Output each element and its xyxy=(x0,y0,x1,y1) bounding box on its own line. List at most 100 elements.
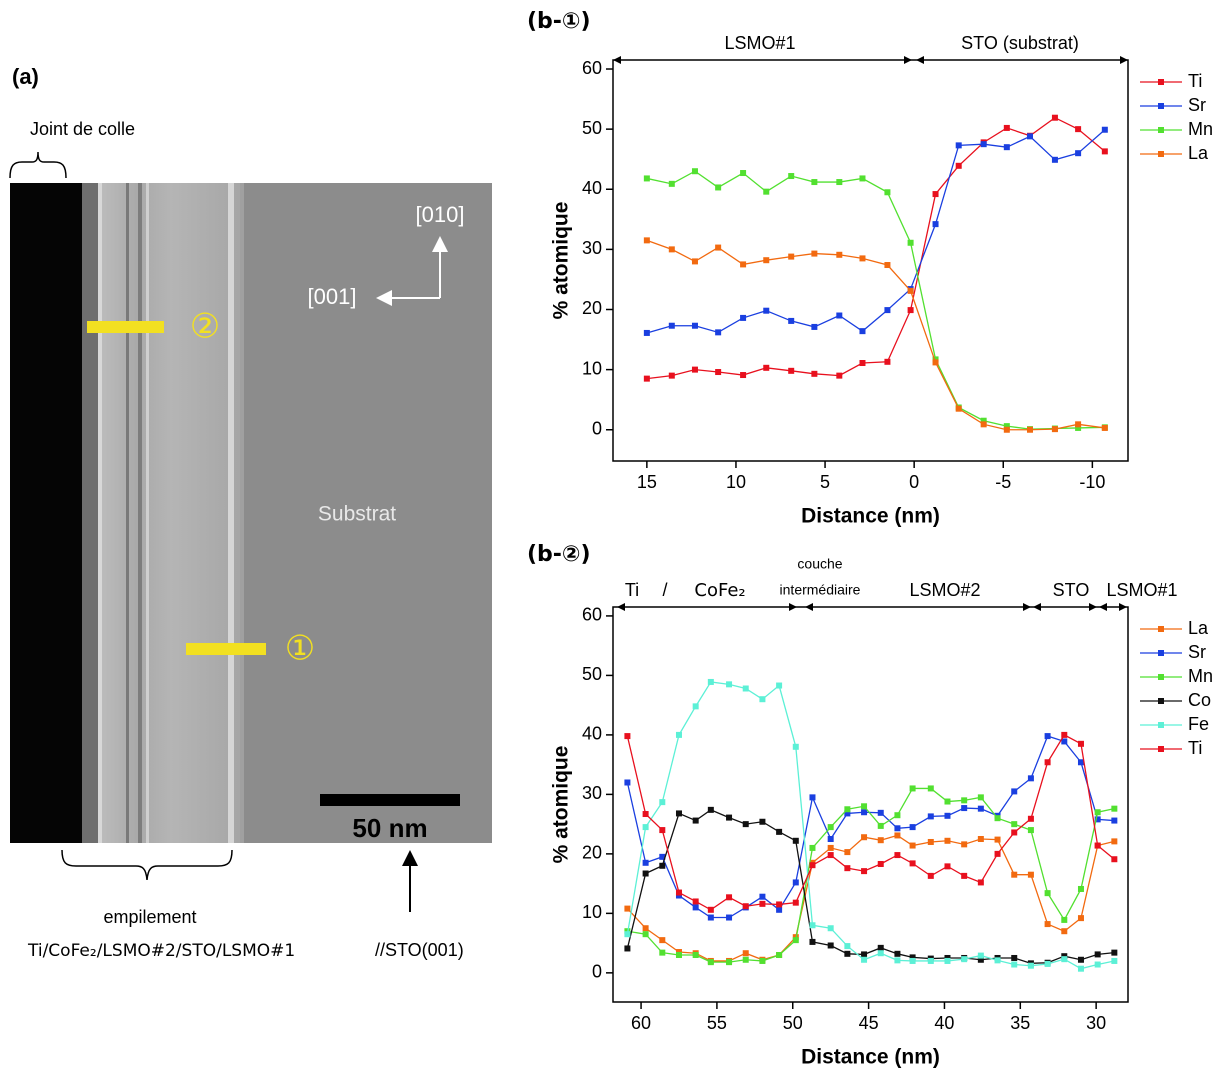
data-point xyxy=(707,906,714,913)
data-point xyxy=(742,956,749,963)
data-point xyxy=(1077,740,1084,747)
data-point xyxy=(1003,144,1010,151)
data-point xyxy=(707,959,714,966)
data-point xyxy=(844,865,851,872)
legend-marker xyxy=(1158,79,1164,85)
x-tick-label: 10 xyxy=(726,472,746,492)
data-point xyxy=(1094,951,1101,958)
data-point xyxy=(742,950,749,957)
annotation: couche xyxy=(797,556,842,572)
annotation: / xyxy=(662,580,667,600)
data-point xyxy=(809,862,816,869)
data-point xyxy=(861,834,868,841)
data-point xyxy=(1075,421,1082,428)
data-point xyxy=(827,824,834,831)
data-point xyxy=(1011,961,1018,968)
legend-label: Co xyxy=(1188,690,1211,710)
data-point xyxy=(877,809,884,816)
data-point xyxy=(1003,426,1010,433)
data-point xyxy=(659,937,666,944)
data-point xyxy=(788,253,795,260)
label: [010] xyxy=(416,202,465,227)
x-tick-label: 35 xyxy=(1010,1013,1030,1033)
data-point xyxy=(642,870,649,877)
y-tick-label: 30 xyxy=(582,238,602,258)
data-point xyxy=(740,314,747,321)
data-point xyxy=(811,250,818,257)
data-point xyxy=(759,696,766,703)
data-point xyxy=(859,255,866,262)
data-point xyxy=(980,417,987,424)
data-point xyxy=(909,785,916,792)
data-point xyxy=(932,359,939,366)
x-tick-label: -10 xyxy=(1079,472,1105,492)
legend-marker xyxy=(1158,103,1164,109)
data-point xyxy=(944,798,951,805)
data-point xyxy=(944,863,951,870)
data-point xyxy=(884,307,891,314)
data-point xyxy=(932,191,939,198)
legend-marker xyxy=(1158,698,1164,704)
x-tick-label: 5 xyxy=(820,472,830,492)
data-point xyxy=(763,307,770,314)
brace xyxy=(61,849,233,881)
data-point xyxy=(707,678,714,685)
data-point xyxy=(1044,890,1051,897)
data-point xyxy=(884,189,891,196)
data-point xyxy=(740,372,747,379)
data-point xyxy=(994,850,1001,857)
x-tick-label: 40 xyxy=(934,1013,954,1033)
data-point xyxy=(726,914,733,921)
data-point xyxy=(836,251,843,258)
data-point xyxy=(691,366,698,373)
data-point xyxy=(994,957,1001,964)
data-point xyxy=(909,824,916,831)
x-tick-label: 50 xyxy=(783,1013,803,1033)
data-point xyxy=(827,925,834,932)
data-point xyxy=(776,906,783,913)
data-point xyxy=(1101,126,1108,133)
data-point xyxy=(740,170,747,177)
label: [001] xyxy=(308,284,357,309)
data-point xyxy=(692,898,699,905)
data-point xyxy=(659,949,666,956)
data-point xyxy=(894,832,901,839)
data-point xyxy=(877,822,884,829)
data-point xyxy=(961,956,968,963)
y-tick-label: 10 xyxy=(582,902,602,922)
data-point xyxy=(1026,426,1033,433)
data-point xyxy=(1111,838,1118,845)
label: Ti/CoFe₂/LSMO#2/STO/LSMO#1 xyxy=(27,941,295,961)
legend-label: La xyxy=(1188,618,1209,638)
y-tick-label: 20 xyxy=(582,843,602,863)
annotation: STO (substrat) xyxy=(961,33,1079,53)
data-point xyxy=(643,237,650,244)
data-point xyxy=(776,952,783,959)
y-tick-label: 10 xyxy=(582,358,602,378)
data-point xyxy=(836,372,843,379)
legend-label: Mn xyxy=(1188,119,1213,139)
data-point xyxy=(1077,965,1084,972)
data-point xyxy=(1011,871,1018,878)
data-point xyxy=(1111,817,1118,824)
legend-label: Mn xyxy=(1188,666,1213,686)
scale-label: 50 nm xyxy=(352,813,427,843)
legend-marker xyxy=(1158,127,1164,133)
data-point xyxy=(894,957,901,964)
data-point xyxy=(1101,424,1108,431)
data-point xyxy=(642,925,649,932)
legend-label: La xyxy=(1188,143,1209,163)
data-point xyxy=(961,797,968,804)
data-point xyxy=(759,818,766,825)
data-point xyxy=(994,836,1001,843)
data-point xyxy=(624,945,631,952)
data-point xyxy=(726,814,733,821)
data-point xyxy=(1111,949,1118,956)
data-point xyxy=(907,239,914,246)
data-point xyxy=(909,957,916,964)
data-point xyxy=(792,743,799,750)
data-point xyxy=(909,954,916,961)
series-line xyxy=(646,239,1105,431)
data-point xyxy=(624,779,631,786)
y-tick-label: 60 xyxy=(582,58,602,78)
